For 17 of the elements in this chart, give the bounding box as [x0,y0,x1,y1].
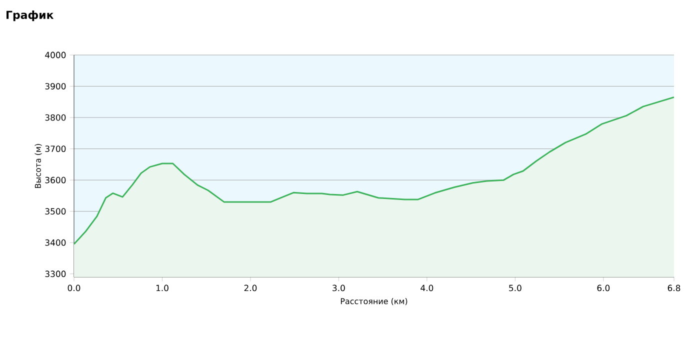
x-tick-label: 4.0 [420,284,434,292]
x-tick-label: 1.0 [156,284,168,292]
x-tick-label: 2.0 [244,284,257,292]
x-tick-label: 5.0 [509,284,522,292]
x-tick-label: 6.0 [597,284,610,292]
y-tick-label: 3700 [45,146,66,152]
y-tick-label: 3600 [45,176,66,184]
y-tick-label: 3500 [45,208,66,215]
x-tick-label: 6.8 [668,284,680,292]
chart-title: График [6,10,54,22]
y-tick-label: 3400 [45,239,66,246]
y-tick-label: 3800 [45,114,66,121]
x-tick-label: 3.0 [332,284,345,292]
x-tick-label: 0.0 [68,284,80,292]
y-tick-label: 4000 [45,52,66,58]
y-tick-label: 3900 [45,83,66,90]
y-tick-label: 3300 [45,270,66,278]
